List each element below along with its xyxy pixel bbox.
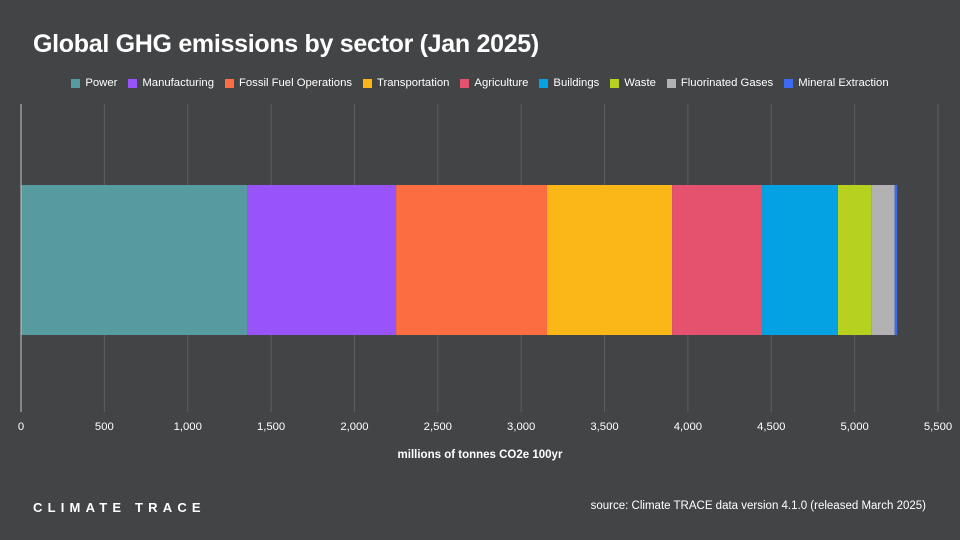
- legend-swatch: [539, 78, 549, 88]
- x-tick-label: 4,000: [674, 421, 702, 433]
- legend-label: Fluorinated Gases: [680, 77, 774, 89]
- legend-label: Waste: [624, 77, 656, 89]
- legend-label: Manufacturing: [142, 77, 214, 89]
- x-tick-label: 4,500: [757, 421, 785, 433]
- chart-legend: Power Manufacturing Fossil Fuel Operations…: [0, 77, 960, 89]
- bar-segment: [894, 185, 898, 335]
- x-tick-label: 5,000: [840, 421, 868, 433]
- legend-label: Agriculture: [474, 77, 529, 89]
- legend-label: Mineral Extraction: [798, 77, 889, 89]
- x-tick-label: 0: [18, 421, 24, 433]
- legend-item: Transportation: [363, 77, 449, 89]
- bar-segment: [396, 185, 548, 335]
- x-tick-label: 1,500: [257, 421, 285, 433]
- legend-item: Fossil Fuel Operations: [224, 77, 352, 89]
- legend-swatch: [460, 78, 470, 88]
- legend-swatch: [666, 78, 676, 88]
- x-tick-label: 2,500: [424, 421, 452, 433]
- x-tick-label: 5,500: [924, 421, 952, 433]
- legend-swatch: [610, 78, 620, 88]
- legend-item: Waste: [610, 77, 656, 89]
- x-tick-label: 3,500: [590, 421, 618, 433]
- x-tick-label: 3,000: [507, 421, 535, 433]
- legend-label: Power: [85, 77, 118, 89]
- legend-item: Agriculture: [460, 77, 528, 89]
- legend-swatch: [71, 78, 81, 88]
- bar-segment: [247, 185, 397, 335]
- legend-swatch: [363, 78, 372, 88]
- legend-item: Manufacturing: [128, 77, 214, 89]
- legend-item: Fluorinated Gases: [666, 77, 774, 89]
- legend-item: Buildings: [539, 77, 599, 89]
- legend-swatch: [128, 78, 138, 88]
- chart-title: Global GHG emissions by sector (Jan 2025…: [33, 30, 539, 58]
- bar-segment: [871, 185, 895, 335]
- x-tick-label: 2,000: [340, 421, 368, 433]
- climate-trace-logo: CLIMATE TRACE: [33, 500, 206, 515]
- bar-segment: [762, 185, 838, 335]
- bar-segment: [837, 185, 872, 335]
- x-tick-label: 1,000: [174, 421, 202, 433]
- bar-segment: [672, 185, 763, 335]
- source-note: source: Climate TRACE data version 4.1.0…: [590, 500, 926, 512]
- x-tick-label: 500: [95, 421, 114, 433]
- legend-label: Fossil Fuel Operations: [238, 77, 352, 89]
- legend-swatch: [224, 78, 234, 88]
- legend-label: Transportation: [377, 77, 450, 89]
- bar-segment: [547, 185, 673, 335]
- legend-swatch: [784, 78, 794, 88]
- legend-item: Power: [71, 77, 117, 89]
- bar-segment: [21, 185, 248, 335]
- legend-item: Mineral Extraction: [784, 77, 889, 89]
- legend-label: Buildings: [553, 77, 600, 89]
- x-axis-title: millions of tonnes CO2e 100yr: [397, 449, 563, 461]
